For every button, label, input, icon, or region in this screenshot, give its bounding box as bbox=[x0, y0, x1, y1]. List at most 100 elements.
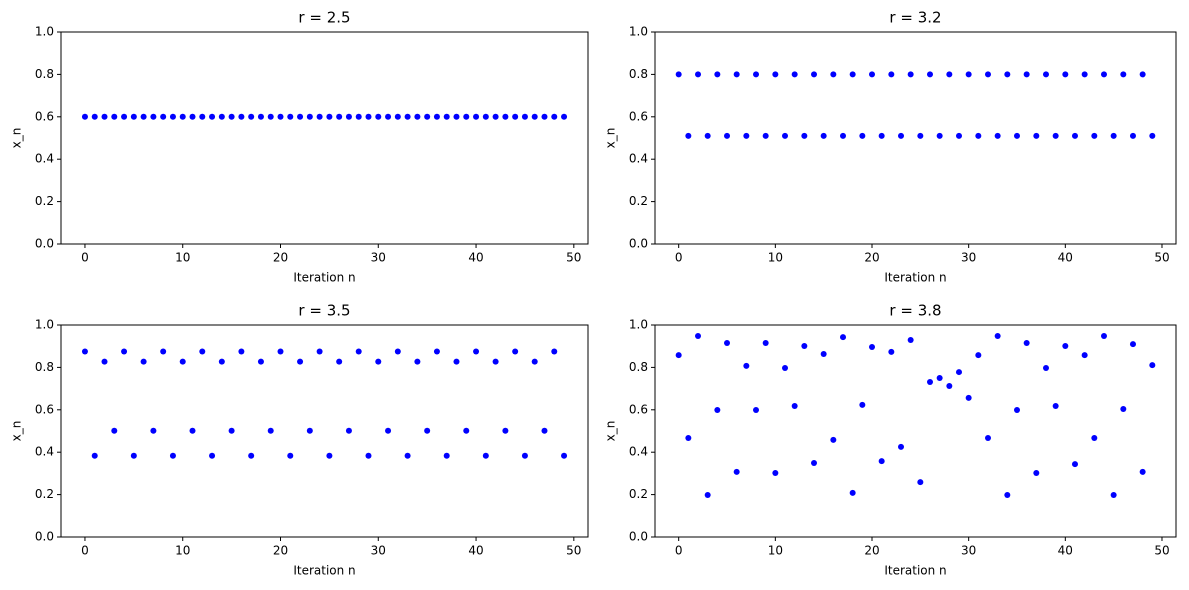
y-tick-label: 0.2 bbox=[629, 487, 648, 501]
y-tick-label: 0.0 bbox=[35, 237, 54, 251]
point bbox=[140, 113, 147, 120]
x-axis-label: Iteration n bbox=[884, 271, 946, 285]
point bbox=[228, 427, 235, 434]
point bbox=[926, 379, 933, 386]
x-tick-label: 10 bbox=[175, 544, 190, 558]
point bbox=[733, 71, 740, 78]
point bbox=[238, 113, 245, 120]
point bbox=[218, 358, 225, 365]
point bbox=[1023, 71, 1030, 78]
point bbox=[1110, 132, 1117, 139]
subplot-title: r = 3.2 bbox=[889, 9, 941, 27]
point bbox=[762, 340, 769, 347]
y-tick-label: 1.0 bbox=[629, 318, 648, 332]
y-tick-label: 0.8 bbox=[35, 360, 54, 374]
point bbox=[753, 407, 760, 414]
point bbox=[859, 132, 866, 139]
point bbox=[1042, 71, 1049, 78]
point bbox=[551, 348, 558, 355]
point bbox=[820, 351, 827, 358]
point bbox=[1149, 132, 1156, 139]
point bbox=[561, 113, 568, 120]
point bbox=[433, 348, 440, 355]
x-tick-label: 0 bbox=[81, 251, 89, 265]
point bbox=[675, 352, 682, 359]
point bbox=[936, 132, 943, 139]
point bbox=[433, 113, 440, 120]
point bbox=[160, 348, 167, 355]
point bbox=[189, 427, 196, 434]
point bbox=[492, 358, 499, 365]
point bbox=[453, 113, 460, 120]
point bbox=[888, 348, 895, 355]
subplot-title: r = 3.5 bbox=[298, 302, 350, 320]
point bbox=[521, 113, 528, 120]
x-tick-label: 30 bbox=[371, 544, 386, 558]
point bbox=[551, 113, 558, 120]
point bbox=[984, 434, 991, 441]
point bbox=[917, 479, 924, 486]
point bbox=[101, 358, 108, 365]
x-tick-label: 50 bbox=[1154, 251, 1169, 265]
point bbox=[453, 358, 460, 365]
y-tick-label: 0.8 bbox=[629, 360, 648, 374]
point bbox=[277, 348, 284, 355]
point bbox=[801, 132, 808, 139]
point bbox=[888, 71, 895, 78]
point bbox=[541, 113, 548, 120]
point bbox=[414, 113, 421, 120]
point bbox=[830, 436, 837, 443]
subplot-title: r = 2.5 bbox=[298, 9, 350, 27]
axes-frame bbox=[60, 324, 589, 538]
x-tick-label: 10 bbox=[175, 251, 190, 265]
subplot-title: r = 3.8 bbox=[889, 302, 941, 320]
point bbox=[257, 358, 264, 365]
x-tick-label: 10 bbox=[768, 251, 783, 265]
point bbox=[1023, 340, 1030, 347]
point bbox=[772, 469, 779, 476]
point bbox=[287, 113, 294, 120]
point bbox=[111, 427, 118, 434]
point bbox=[1091, 132, 1098, 139]
point bbox=[1052, 402, 1059, 409]
y-tick-label: 0.4 bbox=[35, 445, 54, 459]
point bbox=[878, 458, 885, 465]
point bbox=[101, 113, 108, 120]
point bbox=[898, 443, 905, 450]
point bbox=[1013, 132, 1020, 139]
point bbox=[463, 427, 470, 434]
point bbox=[936, 375, 943, 381]
point bbox=[869, 344, 876, 351]
point bbox=[130, 452, 137, 459]
point bbox=[355, 348, 362, 355]
point bbox=[695, 71, 702, 78]
point bbox=[878, 132, 885, 139]
x-tick-label: 40 bbox=[1058, 251, 1073, 265]
point bbox=[209, 452, 216, 459]
point bbox=[675, 71, 682, 78]
point bbox=[714, 71, 721, 78]
point bbox=[733, 468, 740, 475]
point bbox=[121, 348, 128, 355]
x-tick-label: 50 bbox=[566, 251, 581, 265]
point bbox=[248, 452, 255, 459]
point bbox=[287, 452, 294, 459]
point bbox=[840, 132, 847, 139]
y-tick-label: 0.8 bbox=[629, 67, 648, 81]
point bbox=[975, 132, 982, 139]
point bbox=[121, 113, 128, 120]
point bbox=[531, 358, 538, 365]
point bbox=[160, 113, 167, 120]
point bbox=[306, 427, 313, 434]
point bbox=[975, 352, 982, 359]
point bbox=[502, 113, 509, 120]
point bbox=[811, 71, 818, 78]
y-tick-label: 0.6 bbox=[629, 109, 648, 123]
point bbox=[830, 71, 837, 78]
x-tick-label: 30 bbox=[961, 251, 976, 265]
point bbox=[150, 427, 157, 434]
point bbox=[179, 358, 186, 365]
x-tick-label: 40 bbox=[468, 251, 483, 265]
point bbox=[277, 113, 284, 120]
point bbox=[394, 113, 401, 120]
